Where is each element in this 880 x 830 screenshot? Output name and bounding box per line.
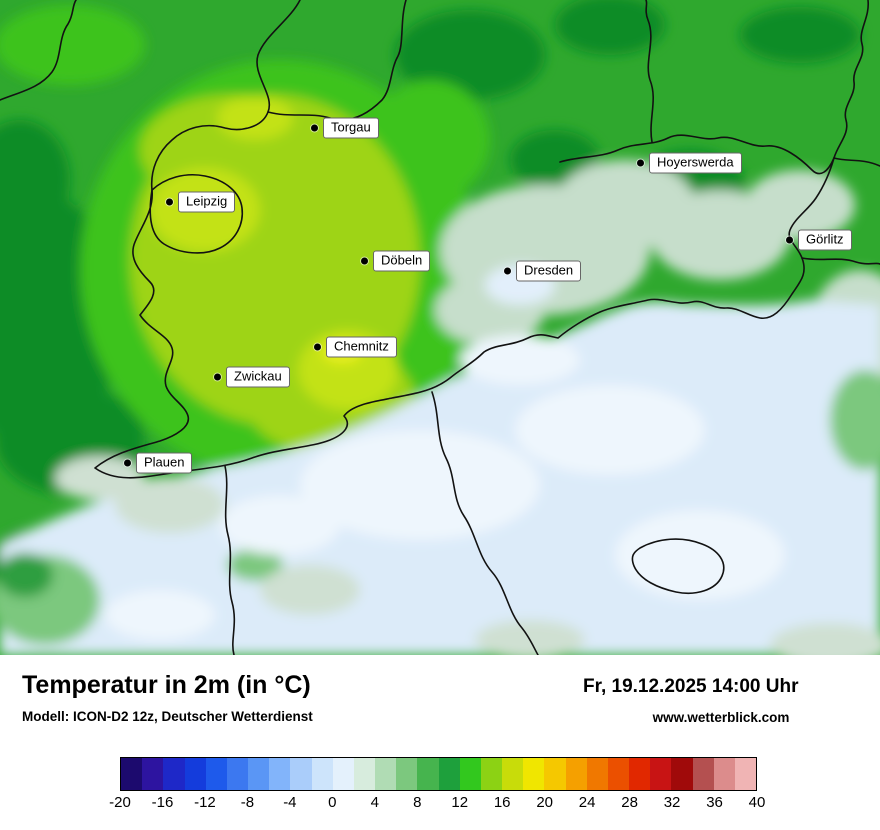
border-lines	[0, 0, 880, 655]
legend-tick-label: 36	[706, 794, 723, 811]
legend-bar	[120, 757, 757, 791]
legend-segment	[629, 758, 651, 790]
legend-segment	[671, 758, 693, 790]
legend-segment	[396, 758, 418, 790]
legend-segment	[353, 758, 376, 790]
legend-segment	[544, 758, 566, 790]
legend-tick-label: -8	[240, 794, 255, 811]
legend-segment	[502, 758, 524, 790]
legend-tick-label: 28	[621, 794, 638, 811]
legend-segment	[375, 758, 397, 790]
legend-segment	[565, 758, 587, 790]
forecast-datetime: Fr, 19.12.2025 14:00 Uhr	[583, 676, 799, 697]
legend-tick-label: 16	[493, 794, 511, 811]
legend-segment	[205, 758, 227, 790]
legend-segment	[734, 758, 757, 790]
website-label: www.wetterblick.com	[652, 710, 790, 725]
temperature-map-svg	[0, 0, 880, 655]
legend-tick-label: 8	[413, 794, 422, 811]
legend-tick-label: 32	[663, 794, 681, 811]
model-info: Modell: ICON-D2 12z, Deutscher Wetterdie…	[22, 709, 313, 724]
legend-tick-label: 0	[328, 794, 337, 811]
legend-segment	[459, 758, 481, 790]
legend-tick-label: 24	[578, 794, 596, 811]
legend-tick-label: 40	[748, 794, 766, 811]
legend-segment	[311, 758, 333, 790]
legend-segment	[332, 758, 354, 790]
legend-tick-label: -16	[151, 794, 174, 811]
legend-segment	[417, 758, 439, 790]
legend-segment	[163, 758, 185, 790]
legend-segment	[607, 758, 630, 790]
map-area: Torgau Leipzig Hoyerswerda Görlitz Döbeln Dre…	[0, 0, 880, 655]
legend-segment	[142, 758, 164, 790]
legend-tick-label: 20	[536, 794, 553, 811]
legend-tick-label: -4	[283, 794, 297, 811]
legend-segment	[586, 758, 608, 790]
legend-segment	[438, 758, 460, 790]
legend-segment	[269, 758, 291, 790]
page-title: Temperatur in 2m (in °C)	[22, 671, 311, 699]
legend-segment	[650, 758, 672, 790]
legend-tick-label: -20	[109, 794, 131, 811]
legend-segment	[290, 758, 312, 790]
legend-segment	[226, 758, 249, 790]
legend-tick-label: -12	[194, 794, 216, 811]
legend-segment	[184, 758, 206, 790]
legend-tick-label: 4	[370, 794, 379, 811]
legend-segment	[248, 758, 270, 790]
legend-segment	[713, 758, 735, 790]
legend-tick-label: 12	[451, 794, 469, 811]
legend-segment	[121, 758, 143, 790]
legend-segment	[523, 758, 545, 790]
legend-segment	[692, 758, 714, 790]
legend-segment	[480, 758, 503, 790]
